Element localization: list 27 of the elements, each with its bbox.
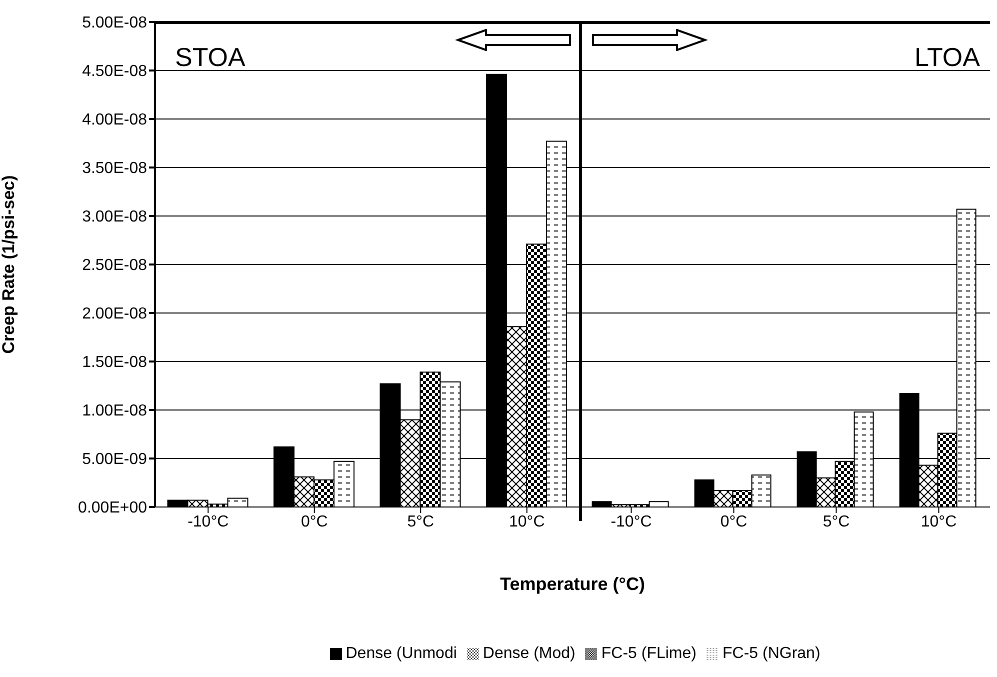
legend-label: FC-5 (FLime) [601, 645, 696, 662]
x-tick-label: -10°C [610, 513, 652, 530]
legend-label: Dense (Mod) [482, 645, 576, 662]
x-tick-label: 5°C [822, 513, 850, 530]
x-axis-title: Temperature (°C) [499, 574, 646, 595]
y-tick-label: 3.50E-08 [82, 160, 148, 178]
y-tick-label: 4.00E-08 [82, 112, 148, 129]
y-tick-label: 1.00E-08 [82, 402, 148, 420]
x-tick-label: 10°C [509, 513, 545, 530]
annotation: LTOA [914, 42, 980, 73]
x-tick-label: 5°C [407, 513, 434, 530]
annotation: STOA [175, 42, 246, 73]
y-tick-label: 5.00E-09 [82, 451, 148, 468]
x-tick-label: 0°C [300, 513, 328, 530]
legend-label: Dense (Unmodi [346, 645, 457, 662]
x-tick-label: 0°C [720, 513, 748, 530]
y-tick-label: 2.50E-08 [82, 257, 148, 274]
y-tick-label: 4.50E-08 [82, 63, 148, 80]
y-tick-label: 3.00E-08 [82, 208, 148, 226]
y-axis-title: Creep Rate (1/psi-sec) [0, 175, 18, 354]
x-tick-label: -10°C [188, 513, 229, 530]
y-tick-label: 2.00E-08 [82, 306, 148, 323]
y-tick-label: 5.00E-08 [82, 14, 148, 32]
y-tick-label: 1.50E-08 [82, 354, 148, 372]
legend-label: FC-5 (NGran) [722, 645, 820, 662]
y-tick-label: 0.00E+00 [78, 500, 148, 517]
x-tick-label: 10°C [920, 513, 957, 530]
